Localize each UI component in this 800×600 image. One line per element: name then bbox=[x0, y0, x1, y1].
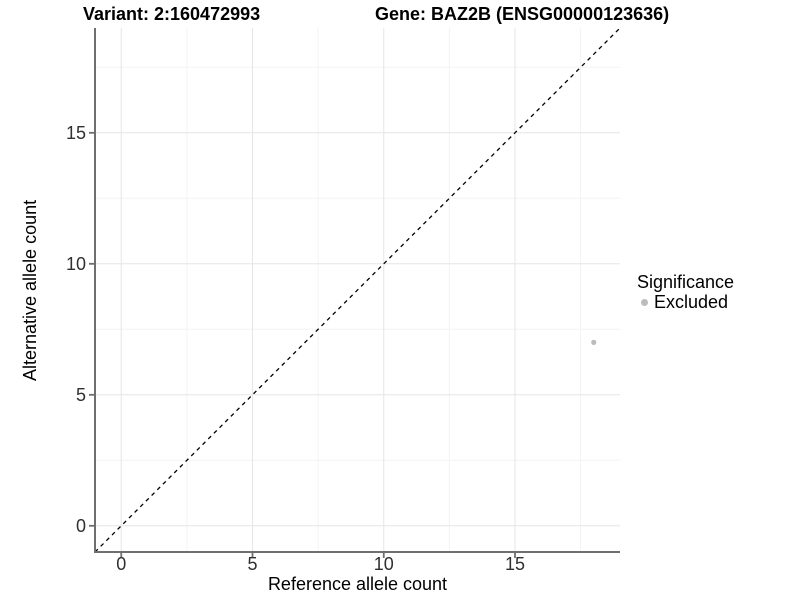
gene-title: Gene: BAZ2B (ENSG00000123636) bbox=[375, 4, 670, 24]
variant-title: Variant: 2:160472993 bbox=[83, 4, 261, 24]
x-tick-label: 0 bbox=[116, 554, 126, 574]
legend-title: Significance bbox=[637, 272, 735, 292]
legend-item: Excluded bbox=[637, 292, 734, 312]
legend: Significance Excluded bbox=[637, 272, 735, 313]
minor-gridlines bbox=[95, 28, 620, 552]
identity-dashed-line bbox=[94, 27, 621, 553]
axis-ticks bbox=[89, 131, 516, 558]
legend-items: Excluded bbox=[637, 292, 734, 312]
x-tick-label: 5 bbox=[247, 554, 257, 574]
major-gridlines bbox=[95, 28, 620, 552]
axis-lines bbox=[94, 28, 620, 553]
legend-point-icon bbox=[641, 299, 648, 306]
tick-labels: 0 5 10 15 0 5 10 15 bbox=[66, 123, 525, 574]
data-points bbox=[591, 339, 597, 345]
x-tick-label: 15 bbox=[505, 554, 525, 574]
legend-item-label: Excluded bbox=[654, 292, 729, 312]
scatter-point bbox=[591, 339, 597, 345]
y-tick-label: 0 bbox=[76, 516, 86, 536]
x-tick-label: 10 bbox=[374, 554, 394, 574]
y-tick-label: 10 bbox=[66, 254, 86, 274]
y-axis-title: Alternative allele count bbox=[20, 199, 40, 381]
x-axis-title: Reference allele count bbox=[267, 574, 448, 594]
y-tick-label: 15 bbox=[66, 123, 86, 143]
y-tick-label: 5 bbox=[76, 385, 86, 405]
